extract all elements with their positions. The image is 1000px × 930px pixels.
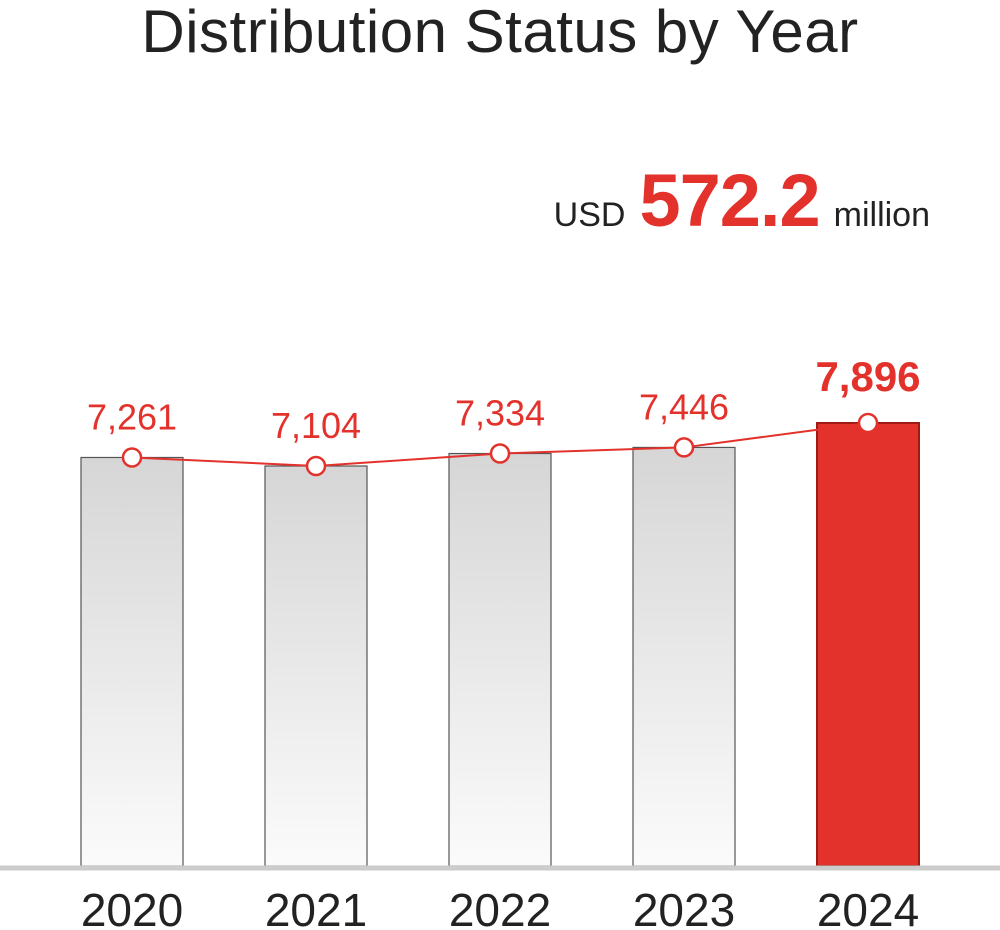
bar-2024 xyxy=(816,422,920,867)
bar-2021 xyxy=(264,465,368,867)
point-2020 xyxy=(121,447,143,468)
data-label: 7,896 xyxy=(815,353,920,400)
total-currency: USD xyxy=(553,196,626,234)
data-label: 7,261 xyxy=(87,396,177,437)
data-label: 7,104 xyxy=(271,405,361,446)
point-2024 xyxy=(857,412,879,434)
data-label: 7,446 xyxy=(639,386,729,427)
bars-group xyxy=(80,422,920,867)
bar-2023 xyxy=(632,446,736,867)
x-tick-label: 2023 xyxy=(633,884,735,930)
bar-2022 xyxy=(448,452,552,867)
point-2022 xyxy=(489,443,511,464)
labels-group: 2020 7,261 2021 7,104 2022 7,334 2023 7,446 2024… xyxy=(81,353,921,930)
bar-2020 xyxy=(80,456,184,867)
data-label: 7,334 xyxy=(455,393,545,434)
total-amount-unit: million xyxy=(833,196,930,234)
x-tick-label: 2021 xyxy=(265,884,367,930)
x-tick-label: 2024 xyxy=(817,884,919,930)
x-tick-label: 2022 xyxy=(449,884,551,930)
point-2021 xyxy=(305,455,327,477)
chart-title: Distribution Status by Year xyxy=(141,0,859,65)
point-2023 xyxy=(673,437,695,458)
trend-line-group xyxy=(121,412,879,477)
x-tick-label: 2020 xyxy=(81,884,183,930)
total-amount-value: 572.2 xyxy=(639,159,820,242)
total-amount-callout: USD 572.2 million xyxy=(553,158,930,242)
